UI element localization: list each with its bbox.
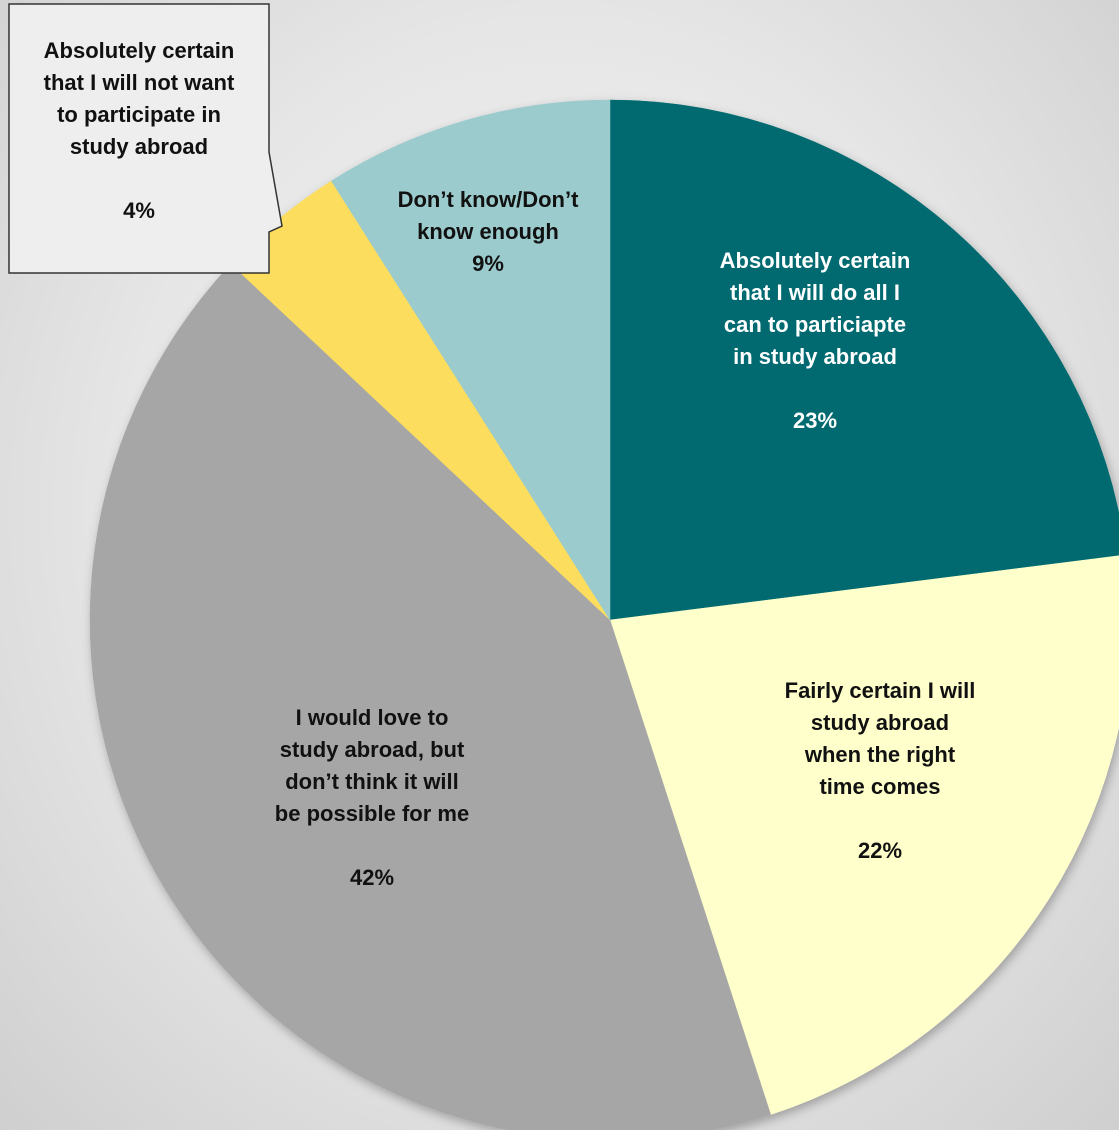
slice-label-1-value: 23% [793, 408, 837, 433]
pie-slice-1 [609, 99, 1119, 621]
slice-label-2-line-3: when the right [804, 742, 956, 767]
slice-label-3-line-2: study abroad, but [280, 737, 465, 762]
pie-slices [89, 99, 1119, 1130]
slice-label-2-line-2: study abroad [811, 710, 949, 735]
callout-group: Absolutely certain that I will not want to… [8, 3, 283, 274]
slice-label-1-line-2: that I will do all I [730, 280, 900, 305]
callout-label-line-1: Absolutely certain [44, 38, 235, 63]
callout-label-line-3: to participate in [57, 102, 221, 127]
slice-label-3-line-3: don’t think it will [285, 769, 459, 794]
pie-slice-2 [609, 555, 1119, 1115]
slice-label-1-line-4: in study abroad [733, 344, 897, 369]
slice-label-2-line-4: time comes [819, 774, 940, 799]
slice-label-2-line-1: Fairly certain I will [785, 678, 976, 703]
slice-label-3-value: 42% [350, 865, 394, 890]
slice-label-5-line-1: Don’t know/Don’t [398, 187, 580, 212]
callout-label-line-4: study abroad [70, 134, 208, 159]
slice-label-1: Absolutely certain that I will do all I ca… [720, 248, 911, 433]
slice-label-5-value: 9% [472, 251, 504, 276]
callout-box [8, 3, 283, 274]
slice-label-2-value: 22% [858, 838, 902, 863]
slice-label-3: I would love to study abroad, but don’t th… [275, 705, 469, 890]
pie-slice-5 [331, 99, 611, 621]
pie-labels: Absolutely certain that I will do all I ca… [275, 187, 976, 890]
slice-label-3-line-4: be possible for me [275, 801, 469, 826]
slice-label-3-line-1: I would love to [296, 705, 449, 730]
slice-label-2: Fairly certain I will study abroad when th… [785, 678, 976, 863]
slice-label-5: Don’t know/Don’t know enough 9% [398, 187, 580, 276]
pie-slice-3 [89, 263, 772, 1130]
slice-label-1-line-3: can to particiapte [724, 312, 906, 337]
callout-label-value: 4% [123, 198, 155, 223]
slice-label-5-line-2: know enough [417, 219, 559, 244]
slice-label-1-line-1: Absolutely certain [720, 248, 911, 273]
callout-label-line-2: that I will not want [44, 70, 235, 95]
callout-label: Absolutely certain that I will not want to… [44, 38, 235, 223]
